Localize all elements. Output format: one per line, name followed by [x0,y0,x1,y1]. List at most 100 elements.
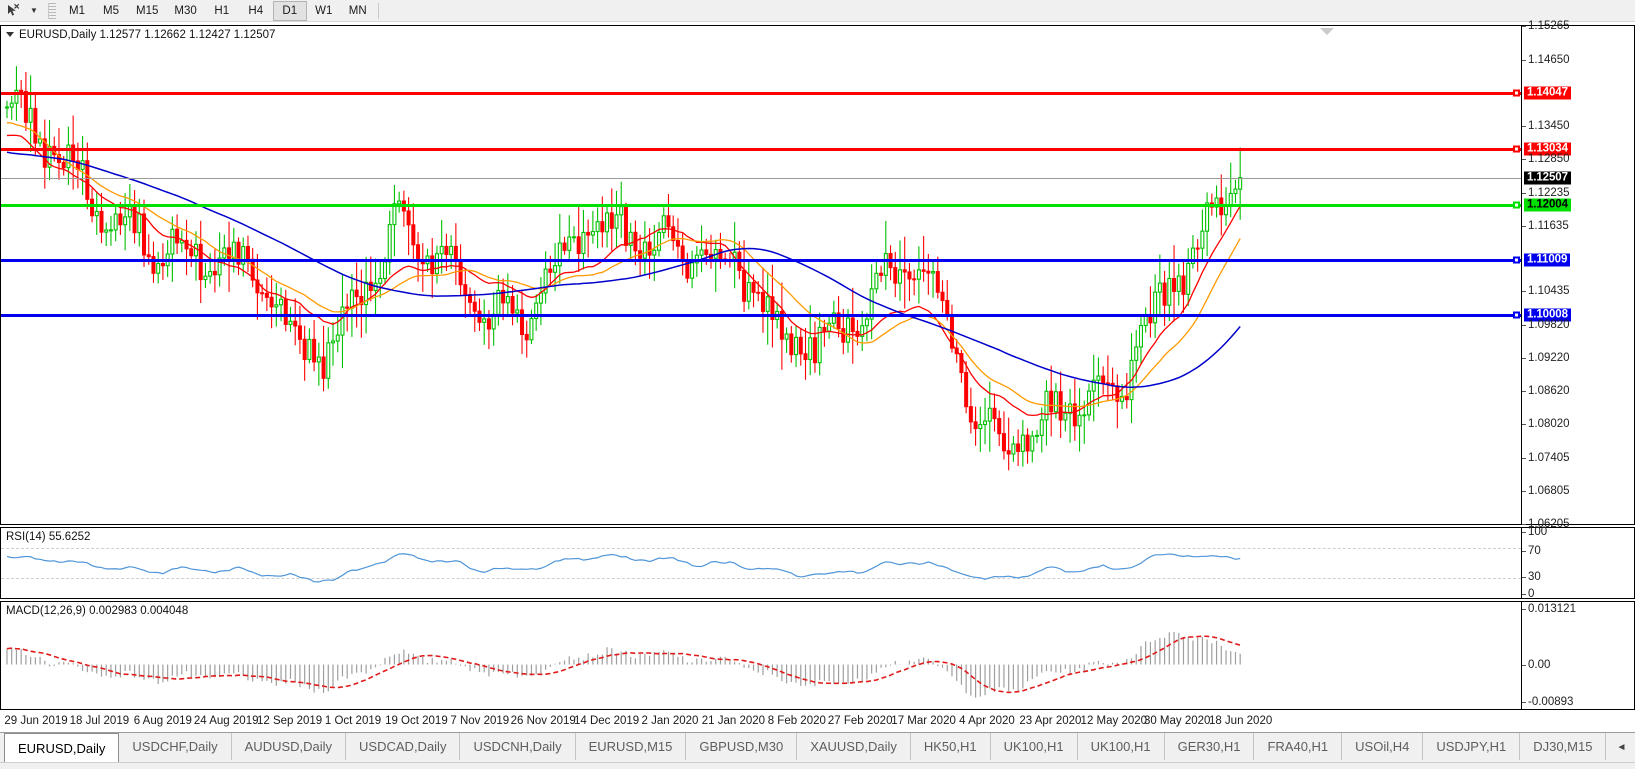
price-tick-1.08620: 1.08620 [1522,385,1570,398]
chart-tab-usdcnh-daily[interactable]: USDCNH,Daily [460,733,576,760]
chart-tab-label: USDCAD,Daily [359,739,447,754]
date-tick: 1 Oct 2019 [324,715,382,727]
chart-tab-usdchf-daily[interactable]: USDCHF,Daily [119,733,232,760]
candlestick-series [4,66,1243,471]
date-tick: 17 Mar 2020 [891,715,956,727]
chart-tab-label: EURUSD,Daily [18,740,106,756]
chart-tab-usoil-h4[interactable]: USOil,H4 [1342,733,1424,760]
price-axis[interactable]: 1.15265 1.14650 1.14047 1.13450 1.13034 1.128… [1521,20,1634,530]
date-tick: 12 May 2020 [1080,715,1148,727]
timeframe-h4[interactable]: H4 [248,4,264,17]
rsi-level-30 [1,578,1521,580]
price-tick-1.10435: 1.10435 [1522,285,1570,298]
timeframe-m5[interactable]: M5 [103,4,119,17]
chart-tab-label: AUDUSD,Daily [244,739,333,754]
price-tick-1.11009[interactable]: 1.11009 [1524,253,1571,267]
level-anchor[interactable] [1513,145,1520,153]
level-anchor[interactable] [1513,311,1520,319]
level-anchor[interactable] [1513,256,1520,264]
rsi-tick-30: 30 [1522,570,1541,583]
chart-tab-label: XAUUSD,Daily [810,739,897,754]
toolbar: ▼ M1 M5 M15 M30 H1 H4 D1 W1 MN [0,0,1635,22]
rsi-tick-70: 70 [1522,545,1541,558]
rsi-panel[interactable]: RSI(14) 55.6252 100 70 30 0 [0,526,1635,600]
timeframe-m15[interactable]: M15 [136,4,159,17]
macd-tick-0.013121: 0.013121 [1522,603,1576,615]
timeframe-m30[interactable]: M30 [174,4,197,17]
chevron-left-icon[interactable]: ◄ [1616,741,1627,753]
chart-tab-xauusd-daily[interactable]: XAUUSD,Daily [797,733,911,760]
price-tick-1.14650: 1.14650 [1522,53,1570,66]
chart-tab-label: UK100,H1 [1003,739,1064,754]
rsi-tick-0: 0 [1521,588,1535,600]
chart-tab-label: USDJPY,H1 [1436,739,1507,754]
chart-tabs-list: EURUSD,Daily USDCHF,Daily AUDUSD,Daily USDC… [0,733,1607,763]
crosshair-cursor-icon[interactable] [0,1,26,21]
timeframe-d1[interactable]: D1 [272,0,307,21]
macd-axis[interactable]: 0.013121 0.00 -0.00893 [1521,602,1634,709]
timeframe-w1[interactable]: W1 [315,4,333,17]
chart-tab-dj30-m15[interactable]: DJ30,M15 [1520,733,1607,760]
chart-tab-eurusd-m15[interactable]: EURUSD,M15 [576,733,687,760]
chevron-down-icon[interactable]: ▼ [30,6,38,15]
date-axis[interactable]: 29 Jun 2019 18 Jul 2019 6 Aug 2019 24 Aug 2… [0,711,1522,732]
date-tick: 29 Jun 2019 [4,715,68,727]
chart-tab-fra40-h1[interactable]: FRA40,H1 [1254,733,1343,760]
price-tick-1.14047[interactable]: 1.14047 [1524,86,1571,100]
price-plot-area[interactable] [1,26,1521,524]
price-tick-1.13450: 1.13450 [1522,119,1570,132]
toolbar-divider [377,2,379,19]
toolbar-grip[interactable] [48,2,56,19]
macd-tick-0.00: 0.00 [1521,658,1551,671]
price-tick-1.15265: 1.15265 [1522,20,1570,32]
price-tick-1.10008[interactable]: 1.10008 [1524,308,1571,322]
price-tick-1.12507[interactable]: 1.12507 [1524,171,1571,185]
rsi-level-70 [1,547,1521,549]
date-tick: 23 Apr 2020 [1019,715,1082,727]
macd-panel[interactable]: MACD(12,26,9) 0.002983 0.004048 0.013121… [0,601,1635,710]
caret-down-icon[interactable] [6,32,14,38]
chart-tab-hk50-h1[interactable]: HK50,H1 [911,733,991,760]
chart-tabs-scroll-controls: ◄ ► [1606,733,1635,761]
timeframe-mn[interactable]: MN [348,4,367,17]
date-tick: 26 Nov 2019 [510,715,576,727]
date-tick: 7 Nov 2019 [450,715,510,727]
price-tick-1.09220: 1.09220 [1522,352,1570,365]
level-anchor[interactable] [1513,89,1520,97]
level-anchor[interactable] [1513,201,1520,209]
rsi-tick-100: 100 [1521,526,1548,538]
chart-tab-eurusd-daily[interactable]: EURUSD,Daily [4,733,120,763]
chart-tab-audusd-daily[interactable]: AUDUSD,Daily [232,733,347,760]
panel-collapse-icon[interactable] [1320,28,1334,35]
date-tick: 14 Dec 2019 [573,715,640,727]
rsi-axis[interactable]: 100 70 30 0 [1521,526,1634,600]
chart-tab-usdjpy-h1[interactable]: USDJPY,H1 [1423,733,1521,760]
chart-tab-ger30-h1[interactable]: GER30,H1 [1165,733,1255,760]
chart-tab-label: GER30,H1 [1177,739,1241,754]
timeframe-h1[interactable]: H1 [214,4,230,17]
price-chart-panel[interactable]: EURUSD,Daily 1.12577 1.12662 1.12427 1.1… [0,20,1635,530]
price-tick-1.09820: 1.09820 [1522,319,1570,332]
date-tick: 6 Aug 2019 [133,715,192,727]
macd-histogram-series [6,631,1241,698]
chart-tab-label: DJ30,M15 [1533,739,1593,754]
macd-plot-area[interactable] [1,602,1521,709]
date-tick: 18 Jun 2020 [1208,715,1273,727]
chart-tab-uk100-h1[interactable]: UK100,H1 [991,733,1078,760]
chart-tab-label: EURUSD,M15 [588,739,673,754]
price-panel-header: EURUSD,Daily 1.12577 1.12662 1.12427 1.1… [6,29,275,41]
date-tick: 19 Oct 2019 [385,715,448,727]
chart-tab-gbpusd-m30[interactable]: GBPUSD,M30 [686,733,798,760]
rsi-line-series [6,553,1241,583]
price-tick-1.12004[interactable]: 1.12004 [1524,198,1571,212]
chart-tab-usdcad-daily[interactable]: USDCAD,Daily [346,733,461,760]
status-strip [0,762,1635,769]
date-tick: 4 Apr 2020 [959,715,1015,727]
chart-tab-uk100-h1[interactable]: UK100,H1 [1078,733,1165,760]
chart-tab-label: USDCNH,Daily [473,739,562,754]
price-tick-1.13034[interactable]: 1.13034 [1524,142,1571,156]
timeframe-m1[interactable]: M1 [69,4,85,17]
chart-tab-label: FRA40,H1 [1267,739,1329,754]
rsi-plot-area[interactable] [1,528,1521,598]
